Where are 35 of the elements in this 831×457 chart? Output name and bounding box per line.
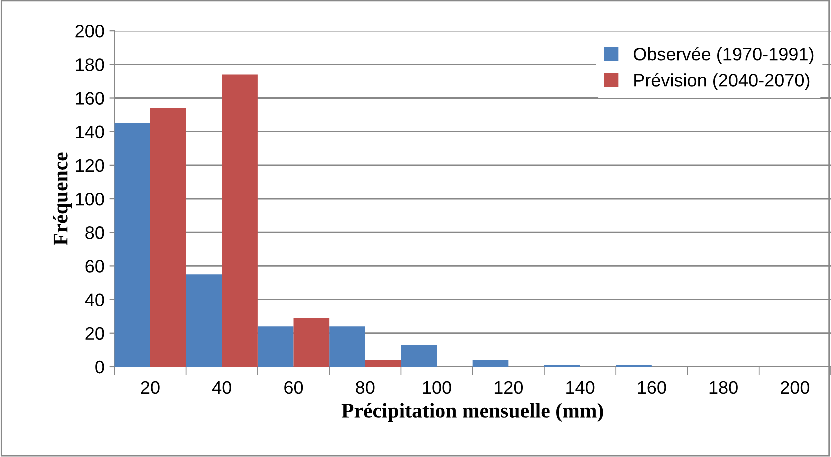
y-tick-label: 140 (76, 126, 104, 139)
bar (222, 74, 258, 367)
bar (401, 345, 438, 367)
bar (472, 360, 509, 367)
x-tick-label: 120 (494, 381, 524, 394)
y-tick-label: 0 (96, 360, 104, 374)
x-tick-label: 180 (710, 381, 738, 394)
x-tick-label: 100 (423, 381, 452, 394)
bar (365, 360, 402, 367)
y-tick-label: 40 (85, 294, 104, 307)
y-tick-label: 20 (86, 327, 104, 340)
x-tick-label: 140 (566, 381, 595, 394)
y-tick-label: 160 (76, 92, 104, 105)
y-tick-label: 180 (76, 58, 104, 72)
x-tick-label: 160 (638, 381, 666, 394)
bar (330, 326, 366, 367)
legend-label: Prévision (2040-2070) (634, 73, 810, 90)
y-axis-title: Fréquence (53, 152, 72, 246)
bar (150, 108, 186, 367)
y-tick-label: 120 (76, 159, 104, 172)
x-tick-label: 80 (356, 381, 375, 394)
y-tick-label: 200 (76, 25, 104, 38)
x-tick-label: 200 (781, 381, 810, 394)
y-tick-label: 60 (86, 260, 104, 273)
x-tick-label: 60 (284, 381, 304, 394)
bar (114, 123, 150, 367)
bar (258, 326, 294, 367)
x-tick-label: 20 (141, 381, 160, 394)
x-tick-label: 40 (212, 381, 232, 394)
y-tick-label: 80 (86, 226, 104, 240)
legend-label: Observée (1970-1991) (634, 47, 814, 64)
bar (186, 274, 222, 367)
bar (294, 318, 330, 367)
x-axis-title: Précipitation mensuelle (mm) (342, 403, 604, 422)
y-tick-label: 100 (76, 192, 104, 206)
